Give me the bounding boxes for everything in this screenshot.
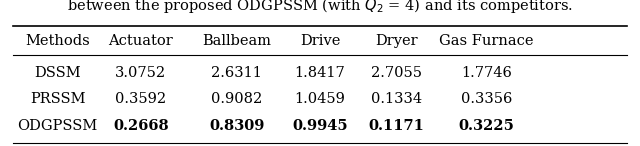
Text: Drive: Drive [300, 34, 340, 48]
Text: 0.8309: 0.8309 [209, 119, 264, 133]
Text: ODGPSSM: ODGPSSM [17, 119, 98, 133]
Text: 0.1334: 0.1334 [371, 92, 422, 106]
Text: 1.7746: 1.7746 [461, 66, 512, 80]
Text: DSSM: DSSM [35, 66, 81, 80]
Text: Ballbeam: Ballbeam [202, 34, 271, 48]
Text: 2.6311: 2.6311 [211, 66, 262, 80]
Text: between the proposed ODGPSSM (with $\mathit{Q}_2$ = 4) and its competitors.: between the proposed ODGPSSM (with $\mat… [67, 0, 573, 15]
Text: 0.3592: 0.3592 [115, 92, 166, 106]
Text: PRSSM: PRSSM [30, 92, 85, 106]
Text: 0.9945: 0.9945 [292, 119, 348, 133]
Text: 3.0752: 3.0752 [115, 66, 166, 80]
Text: Dryer: Dryer [376, 34, 418, 48]
Text: 0.2668: 0.2668 [113, 119, 168, 133]
Text: Methods: Methods [25, 34, 90, 48]
Text: 0.3225: 0.3225 [458, 119, 515, 133]
Text: Actuator: Actuator [108, 34, 173, 48]
Text: 2.7055: 2.7055 [371, 66, 422, 80]
Text: 1.0459: 1.0459 [294, 92, 346, 106]
Text: Gas Furnace: Gas Furnace [439, 34, 534, 48]
Text: 0.1171: 0.1171 [369, 119, 425, 133]
Text: 0.9082: 0.9082 [211, 92, 262, 106]
Text: 0.3356: 0.3356 [461, 92, 512, 106]
Text: 1.8417: 1.8417 [294, 66, 346, 80]
